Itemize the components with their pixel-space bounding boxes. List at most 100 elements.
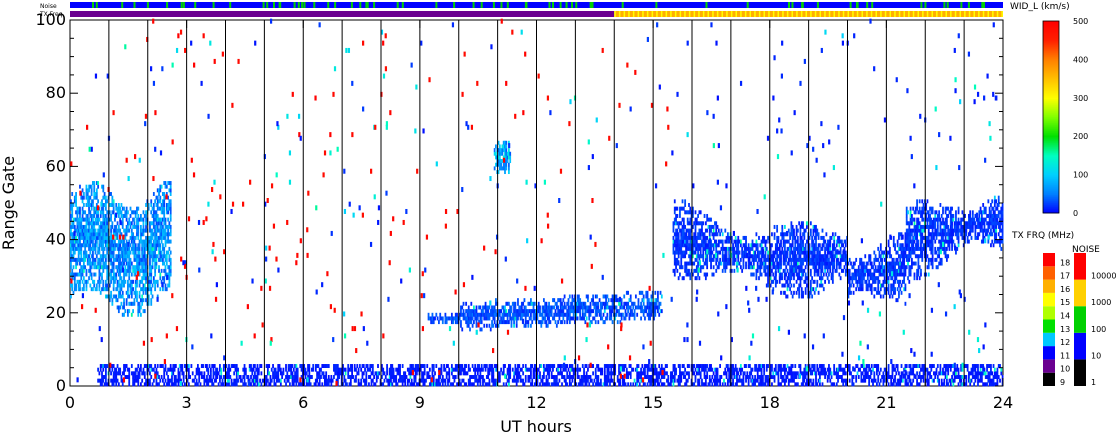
data-cell [944,375,947,379]
data-cell [133,254,136,259]
data-cell [953,371,956,376]
data-cell [531,320,534,325]
data-cell [614,316,617,321]
data-cell [594,301,597,306]
data-cell [215,367,217,372]
data-cell [620,298,623,303]
data-cell [719,250,722,255]
data-cell [843,367,846,372]
data-cell [955,371,957,376]
data-cell [624,301,627,306]
data-cell [750,367,753,372]
data-cell [98,246,101,251]
data-cell [171,375,173,379]
data-cell [456,382,458,387]
data-cell [117,367,120,372]
data-cell [86,213,89,218]
data-cell [679,367,681,372]
data-cell [93,246,96,251]
data-cell [641,298,644,303]
data-cell [124,235,127,240]
data-cell [688,268,690,273]
data-cell [84,210,87,215]
data-cell [71,272,74,277]
data-cell [947,382,950,387]
data-cell [99,210,102,215]
data-cell [134,287,137,292]
data-cell [506,159,509,164]
data-cell [279,382,282,387]
data-cell [956,364,959,368]
data-cell [168,257,171,262]
data-cell [672,378,675,383]
data-cell [381,367,383,372]
data-cell [77,257,80,262]
data-cell [763,364,766,368]
data-cell [548,309,550,314]
data-cell [567,367,570,372]
data-cell [760,371,763,376]
data-cell [491,323,493,328]
data-cell [138,265,141,270]
data-cell [70,217,72,222]
data-cell [391,375,394,379]
data-cell [268,382,271,387]
data-cell [279,367,282,372]
data-cell [822,364,825,368]
data-cell [80,276,83,281]
data-cell [703,246,706,251]
data-cell [138,243,141,248]
data-cell [272,364,274,368]
data-cell [685,235,688,240]
data-cell [151,261,154,266]
data-cell [82,268,85,273]
data-cell [973,367,975,372]
data-cell [518,312,521,317]
data-cell [848,378,851,383]
data-cell [274,371,277,376]
data-cell [484,367,487,372]
data-cell [905,382,908,387]
data-cell [799,364,802,368]
data-cell [88,199,90,204]
data-cell [141,254,144,259]
data-cell [592,382,595,387]
data-cell [495,155,497,160]
data-cell [688,232,690,237]
data-cell [602,301,605,306]
data-cell [682,250,685,255]
data-cell [961,382,964,387]
data-cell [548,364,550,368]
data-cell [769,364,772,368]
data-cell [649,382,652,387]
data-cell [117,239,120,244]
data-cell [592,294,595,299]
data-cell [777,382,780,387]
data-cell [491,375,493,379]
data-cell [614,382,617,387]
data-cell [199,382,202,387]
data-cell [899,378,902,383]
data-cell [864,378,867,383]
data-cell [327,364,330,368]
data-cell [138,301,141,306]
data-cell [70,246,72,251]
data-cell [715,228,718,233]
data-cell [165,257,168,262]
data-cell [672,367,675,372]
data-cell [129,283,132,288]
data-cell [458,382,461,387]
data-cell [532,375,535,379]
data-cell [682,221,685,226]
data-cell [688,228,690,233]
data-cell [323,382,326,387]
data-cell [137,382,140,387]
data-cell [104,364,107,368]
data-cell [95,188,98,193]
data-cell [764,375,767,379]
data-cell [572,371,575,376]
data-cell [129,290,132,295]
data-cell [80,268,83,273]
data-cell [710,243,712,248]
data-cell [141,371,144,376]
